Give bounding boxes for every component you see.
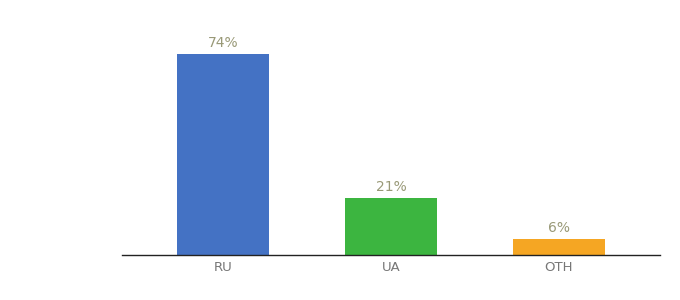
Text: 21%: 21% bbox=[375, 180, 407, 194]
Text: 6%: 6% bbox=[548, 220, 570, 235]
Bar bbox=[345, 198, 437, 255]
Bar bbox=[513, 239, 605, 255]
Text: 74%: 74% bbox=[208, 36, 239, 50]
Bar bbox=[177, 54, 269, 255]
